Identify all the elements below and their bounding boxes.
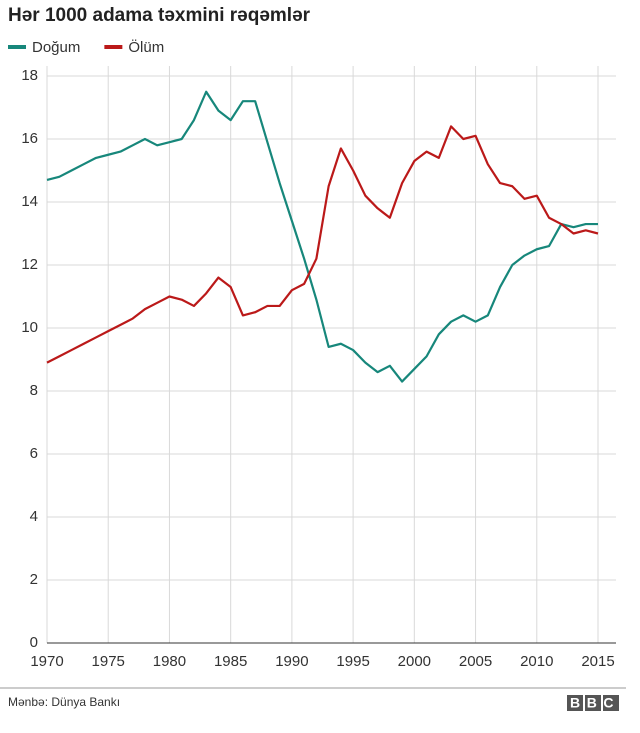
y-tick-label: 12 — [21, 256, 38, 273]
y-tick-label: 6 — [30, 445, 38, 462]
x-tick-label: 2010 — [520, 653, 553, 670]
x-tick-label: 2000 — [398, 653, 431, 670]
x-tick-label: 1995 — [336, 653, 369, 670]
y-tick-label: 10 — [21, 319, 38, 336]
x-tick-label: 1985 — [214, 653, 247, 670]
logo-box — [585, 695, 601, 711]
x-tick-label: 2015 — [581, 653, 614, 670]
chart-title: Hər 1000 adama təxmini rəqəmlər — [8, 5, 311, 26]
series-line — [46, 90, 598, 383]
logo-box — [603, 695, 619, 711]
x-tick-label: 1970 — [30, 653, 63, 670]
legend-label: Ölüm — [128, 38, 164, 56]
y-tick-label: 14 — [21, 193, 38, 210]
legend-label: Doğum — [32, 39, 80, 56]
y-tick-label: 4 — [30, 508, 38, 525]
y-tick-label: 0 — [30, 634, 38, 651]
x-tick-label: 1975 — [92, 653, 125, 670]
source: Mənbə: Dünya Bankı — [8, 695, 120, 709]
x-tick-label: 2005 — [459, 653, 492, 670]
x-tick-label: 1990 — [275, 653, 308, 670]
y-tick-label: 2 — [30, 571, 38, 588]
y-tick-label: 16 — [21, 130, 38, 147]
y-tick-label: 18 — [21, 67, 38, 84]
logo-box — [567, 695, 583, 711]
series-line — [46, 125, 599, 364]
x-tick-label: 1980 — [153, 653, 186, 670]
logo: BBC — [567, 695, 620, 711]
y-tick-label: 8 — [30, 382, 38, 399]
logo-text: BBC — [570, 695, 620, 711]
